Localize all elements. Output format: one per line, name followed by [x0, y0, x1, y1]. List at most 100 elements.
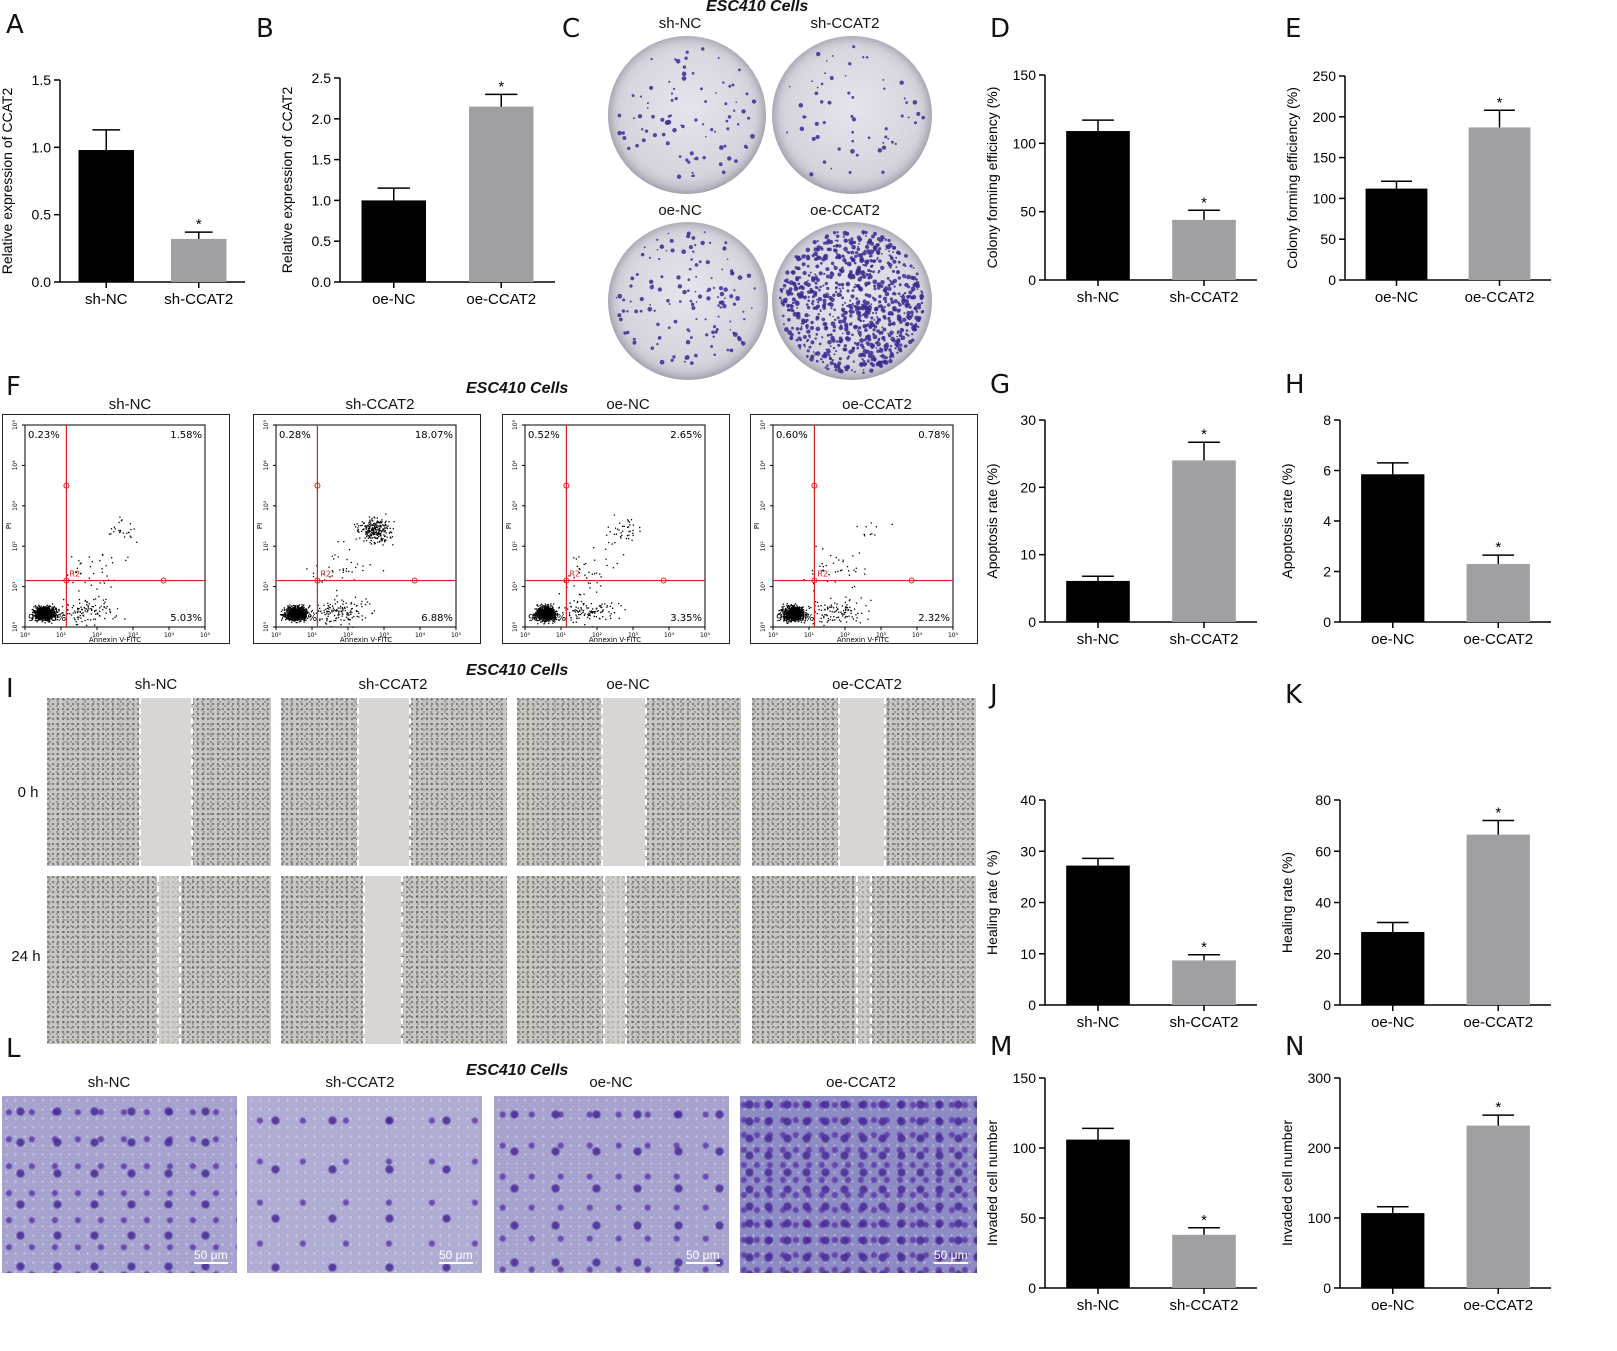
- x-tick-label: oe-CCAT2: [466, 291, 536, 308]
- wound-col-sh-nc: sh-NC: [134, 676, 178, 693]
- wound-image-sh-ccat2-24h: [281, 876, 507, 1044]
- wound-image-oe-nc-0h: [517, 698, 741, 866]
- y-tick-label: 10⁰: [12, 621, 19, 632]
- x-tick-label: 10³: [876, 632, 887, 639]
- bar: [361, 200, 426, 282]
- plot-frame: [24, 424, 206, 628]
- wound-row-0h: 0 h: [17, 784, 39, 801]
- y-tick-label: 0.0: [312, 274, 332, 290]
- x-tick-label: oe-CCAT2: [1463, 1297, 1533, 1314]
- y-tick-label: 0.5: [312, 233, 332, 249]
- y-tick-label: 10³: [512, 500, 519, 511]
- quadrant-ll-value: 93.16%: [28, 613, 66, 624]
- y-axis-label: Invaded cell number: [984, 1120, 1000, 1246]
- y-axis-label: Relative expression of CCAT2: [279, 87, 295, 274]
- gate-handle: [660, 577, 667, 584]
- y-tick-label: 10⁰: [760, 621, 767, 632]
- bar: [1066, 580, 1130, 622]
- x-axis-label: Annexin V-FITC: [340, 636, 392, 643]
- bar: [1066, 865, 1130, 1005]
- invasion-image-sh-ccat2: 50 μm: [247, 1096, 482, 1273]
- plot-frame: [772, 424, 954, 628]
- bar: [1361, 1213, 1425, 1288]
- invasion-image-sh-nc: 50 μm: [2, 1096, 237, 1273]
- significance-marker: *: [498, 78, 504, 95]
- x-tick-label: oe-NC: [1375, 289, 1419, 306]
- x-tick-label: 10¹: [307, 632, 318, 639]
- bar-chart-e: 0 50 100 150 200 250 Colony forming efficiency…: [1284, 68, 1551, 306]
- invasion-image-oe-ccat2: 50 μm: [740, 1096, 977, 1273]
- wound-col-oe-ccat2: oe-CCAT2: [832, 676, 902, 693]
- significance-marker: *: [1201, 1212, 1207, 1229]
- scale-bar: [686, 1262, 720, 1264]
- x-tick-label: sh-NC: [1077, 289, 1120, 306]
- quadrant-lr-value: 5.03%: [170, 613, 202, 624]
- bar: [1361, 474, 1425, 622]
- bar-chart-n: 0 100 200 300 Invaded cell number oe-NC * oe-CC…: [1279, 1070, 1551, 1314]
- y-axis-label: Healing rate ( %): [984, 850, 1000, 955]
- gate-handle: [314, 482, 321, 489]
- quadrant-ul-value: 0.52%: [528, 430, 560, 441]
- x-tick-label: oe-CCAT2: [1463, 1014, 1533, 1031]
- wound-image-sh-nc-0h: [47, 698, 271, 866]
- x-axis-label: Annexin V-FITC: [589, 636, 641, 643]
- x-axis-label: Annexin V-FITC: [837, 636, 889, 643]
- y-tick-label: 100: [1313, 190, 1337, 206]
- x-tick-label: 10²: [343, 632, 354, 639]
- invasion-image-oe-nc: 50 μm: [494, 1096, 729, 1273]
- quadrant-lr-value: 3.35%: [670, 613, 702, 624]
- x-tick-label: 10³: [628, 632, 639, 639]
- x-tick-label: sh-NC: [1077, 1014, 1120, 1031]
- y-tick-label: 0: [1028, 997, 1036, 1013]
- panel-letter-e: E: [1285, 14, 1302, 44]
- x-tick-label: oe-NC: [1371, 1297, 1415, 1314]
- invasion-col-oe-nc: oe-NC: [589, 1074, 633, 1091]
- x-axis-label: Annexin V-FITC: [89, 636, 141, 643]
- scale-bar-label: 50 μm: [439, 1248, 473, 1262]
- quadrant-ur-value: 0.78%: [918, 430, 950, 441]
- y-tick-label: 10⁰: [263, 621, 270, 632]
- bar-chart-h: 0 2 4 6 8 Apoptosis rate (%) oe-NC * oe-CCAT2: [1279, 412, 1551, 648]
- bar: [1468, 127, 1531, 281]
- scale-bar: [934, 1262, 968, 1264]
- flow-title: ESC410 Cells: [466, 380, 569, 397]
- y-tick-label: 0: [1323, 1280, 1331, 1296]
- wound-col-oe-nc: oe-NC: [606, 676, 650, 693]
- wound-col-sh-ccat2: sh-CCAT2: [358, 676, 428, 693]
- y-tick-label: 10⁰: [512, 621, 519, 632]
- y-tick-label: 250: [1313, 68, 1337, 84]
- x-tick-label: 10⁴: [664, 632, 675, 639]
- x-tick-label: 10¹: [56, 632, 67, 639]
- colony-label-oe-nc: oe-NC: [658, 202, 702, 219]
- y-tick-label: 50: [1020, 204, 1036, 220]
- gate-handle: [811, 482, 818, 489]
- x-tick-label: sh-NC: [1077, 1297, 1120, 1314]
- y-tick-label: 10⁴: [512, 460, 519, 471]
- colony-dish-sh-nc: [608, 36, 766, 194]
- y-tick-label: 300: [1308, 1070, 1332, 1086]
- flow-label-oe-nc: oe-NC: [606, 396, 650, 413]
- y-tick-label: 10⁴: [263, 460, 270, 471]
- y-tick-label: 50: [1320, 231, 1336, 247]
- x-tick-label: 10⁵: [451, 632, 462, 639]
- y-tick-label: 20: [1020, 479, 1036, 495]
- x-tick-label: oe-CCAT2: [1465, 289, 1535, 306]
- quadrant-lr-value: 6.88%: [421, 613, 453, 624]
- y-tick-label: 10³: [12, 500, 19, 511]
- y-tick-label: 10⁴: [12, 460, 19, 471]
- scale-bar: [194, 1262, 228, 1264]
- gate-label: R2: [817, 570, 828, 579]
- y-tick-label: 1.5: [312, 152, 332, 168]
- gate-handle: [563, 482, 570, 489]
- x-tick-label: 10²: [840, 632, 851, 639]
- y-tick-label: 30: [1020, 412, 1036, 428]
- y-tick-label: 0: [1028, 1280, 1036, 1296]
- bar: [1172, 960, 1236, 1005]
- significance-marker: *: [196, 216, 202, 233]
- gate-label: R2: [569, 570, 580, 579]
- bar: [1066, 131, 1130, 280]
- y-tick-label: 40: [1315, 895, 1331, 911]
- gate-handle: [63, 482, 70, 489]
- y-tick-label: 150: [1013, 1070, 1037, 1086]
- wound-image-sh-nc-24h: [47, 876, 271, 1044]
